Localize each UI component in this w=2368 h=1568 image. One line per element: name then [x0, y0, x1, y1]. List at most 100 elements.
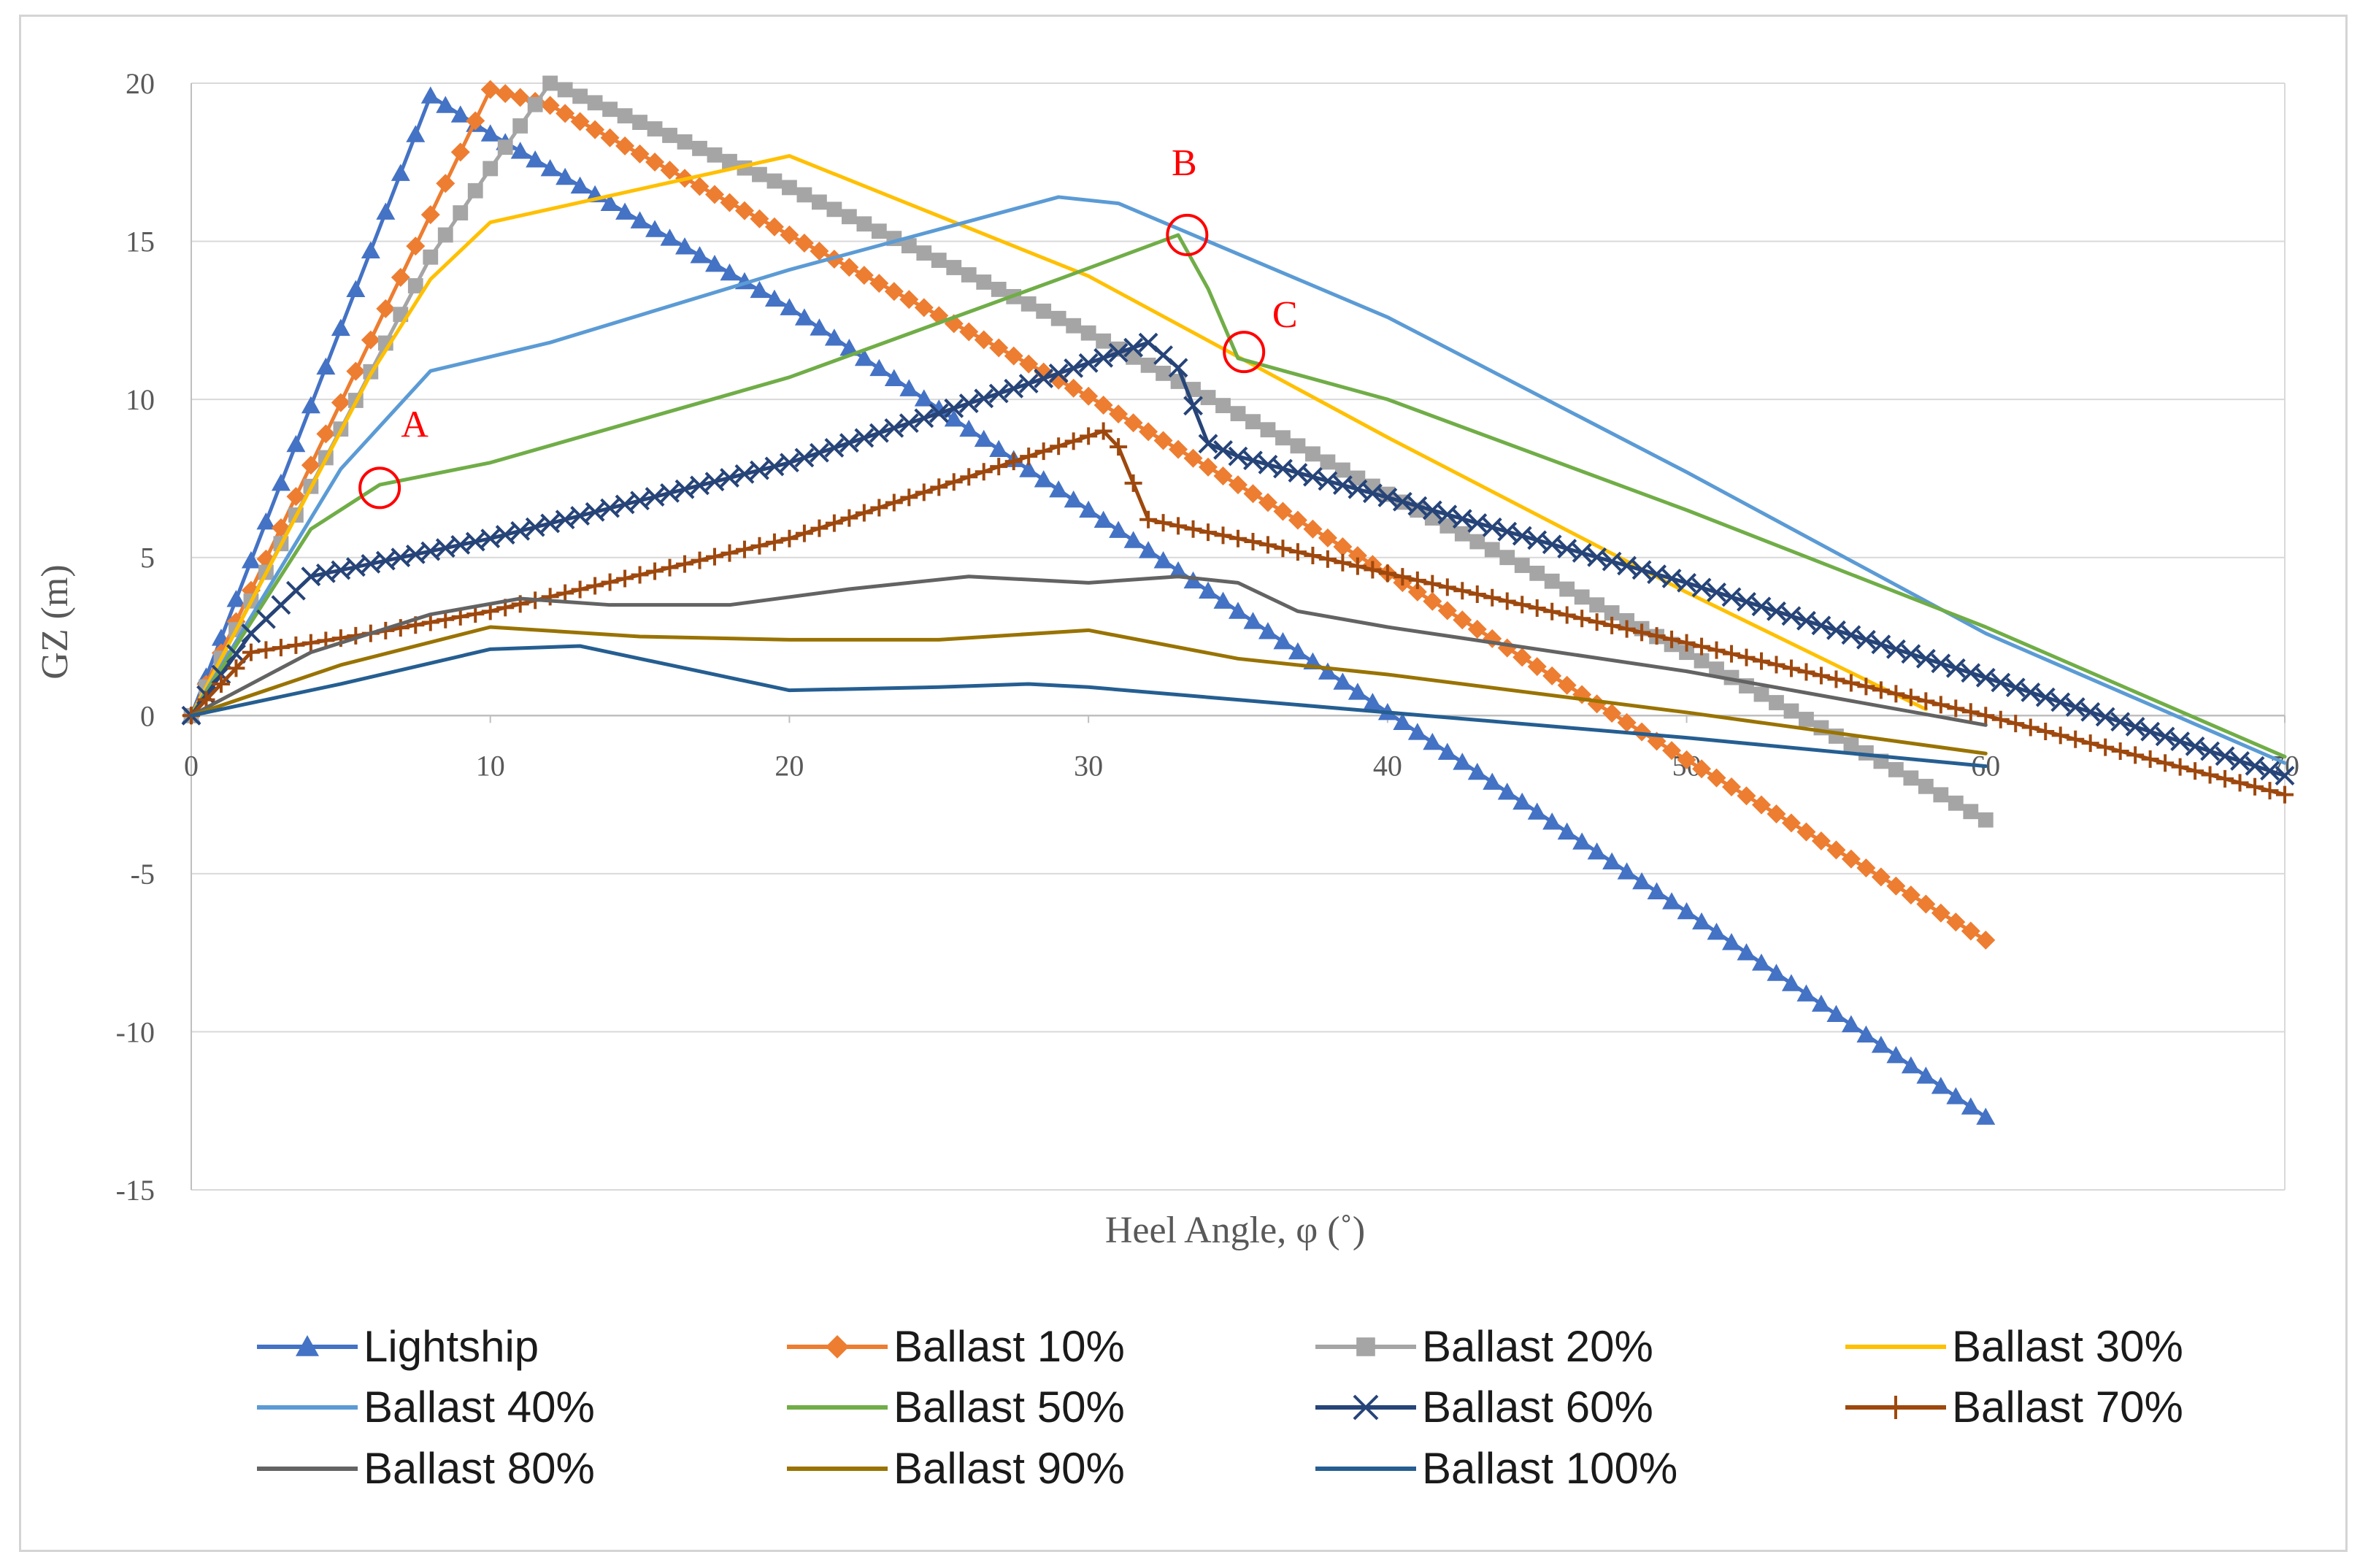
point-marker [420, 205, 440, 225]
point-marker [1422, 500, 1442, 520]
point-marker [1348, 683, 1367, 700]
point-marker [1693, 637, 1711, 656]
point-marker [375, 550, 396, 571]
point-marker [496, 84, 515, 104]
point-marker [1796, 984, 1816, 1002]
point-marker [1318, 528, 1337, 547]
point-marker [1213, 591, 1233, 609]
point-marker [526, 150, 545, 168]
point-marker [1036, 303, 1052, 319]
annotation-circle-c [1223, 331, 1266, 374]
point-marker [1318, 662, 1337, 680]
point-marker [1753, 686, 1769, 702]
point-marker [600, 498, 620, 518]
point-marker [1662, 741, 1682, 761]
point-marker [825, 514, 843, 532]
x-tick-label: 20 [774, 749, 804, 782]
point-marker [1677, 572, 1696, 593]
point-marker [1139, 422, 1158, 442]
legend-label: Ballast 80% [364, 1444, 595, 1493]
annotation-label-a: A [401, 404, 428, 445]
point-marker [780, 298, 799, 315]
point-marker [407, 278, 423, 293]
y-tick-label: 0 [140, 699, 155, 732]
point-marker [691, 551, 709, 569]
point-marker [1467, 620, 1487, 639]
point-marker [2096, 738, 2115, 756]
point-marker [540, 96, 560, 115]
point-marker [885, 493, 903, 512]
point-marker [1452, 509, 1472, 529]
point-marker [1559, 581, 1575, 597]
point-marker [915, 483, 933, 501]
point-marker [1827, 670, 1845, 688]
point-marker [960, 468, 978, 486]
point-marker [869, 274, 889, 293]
point-marker [2155, 726, 2175, 747]
point-marker [1871, 867, 1891, 887]
point-marker [616, 569, 634, 588]
legend-item: Ballast 80% [257, 1444, 595, 1493]
point-marker [301, 456, 320, 475]
point-marker [1856, 629, 1876, 650]
point-marker [1078, 353, 1099, 373]
x-tick-label: 0 [184, 749, 199, 782]
point-marker [1933, 787, 1949, 803]
point-marker [854, 348, 874, 366]
point-marker [914, 389, 934, 407]
point-marker [420, 541, 441, 561]
point-marker [1407, 496, 1428, 516]
point-marker [1945, 658, 1966, 678]
point-marker [1407, 723, 1427, 740]
x-tick-label: 40 [1373, 749, 1402, 782]
point-marker [1453, 582, 1472, 600]
point-marker [1169, 561, 1188, 579]
point-marker [1423, 574, 1442, 593]
point-marker [2230, 751, 2250, 771]
point-marker [1050, 310, 1066, 326]
point-marker [467, 182, 483, 199]
point-marker [677, 134, 693, 150]
point-marker [854, 266, 874, 285]
point-marker [1886, 876, 1906, 896]
point-marker [1902, 688, 1920, 707]
point-marker [615, 494, 635, 515]
point-marker [1198, 434, 1218, 454]
series-line [189, 195, 2287, 765]
point-marker [1514, 558, 1530, 573]
point-marker [901, 238, 917, 254]
legend-item: Ballast 20% [1315, 1322, 1653, 1371]
point-marker [615, 136, 635, 155]
point-marker [1857, 677, 1875, 696]
point-marker [675, 237, 695, 255]
point-marker [602, 101, 618, 118]
point-marker [899, 379, 919, 396]
point-marker [1632, 872, 1652, 890]
point-marker [810, 318, 829, 336]
point-marker [1034, 362, 1053, 382]
point-marker [1183, 571, 1203, 589]
point-marker [2231, 774, 2249, 792]
point-marker [976, 274, 992, 290]
point-marker [959, 322, 979, 342]
point-marker [1977, 707, 1995, 725]
point-marker [1273, 458, 1293, 479]
point-marker [1168, 358, 1188, 378]
point-marker [1094, 422, 1112, 440]
point-marker [1707, 768, 1726, 788]
point-marker [570, 176, 590, 194]
point-marker [617, 108, 633, 124]
point-marker [1484, 542, 1500, 558]
point-marker [1617, 712, 1637, 732]
point-marker [1587, 547, 1607, 567]
point-marker [1393, 568, 1412, 586]
series-ballast-40- [189, 195, 2287, 765]
point-marker [556, 104, 575, 123]
point-marker [1767, 656, 1785, 674]
point-marker [2156, 754, 2175, 772]
point-marker [1574, 589, 1590, 605]
point-marker [1976, 930, 1996, 950]
point-marker [600, 193, 620, 211]
series-lines [181, 75, 2295, 1125]
point-marker [1377, 488, 1398, 507]
